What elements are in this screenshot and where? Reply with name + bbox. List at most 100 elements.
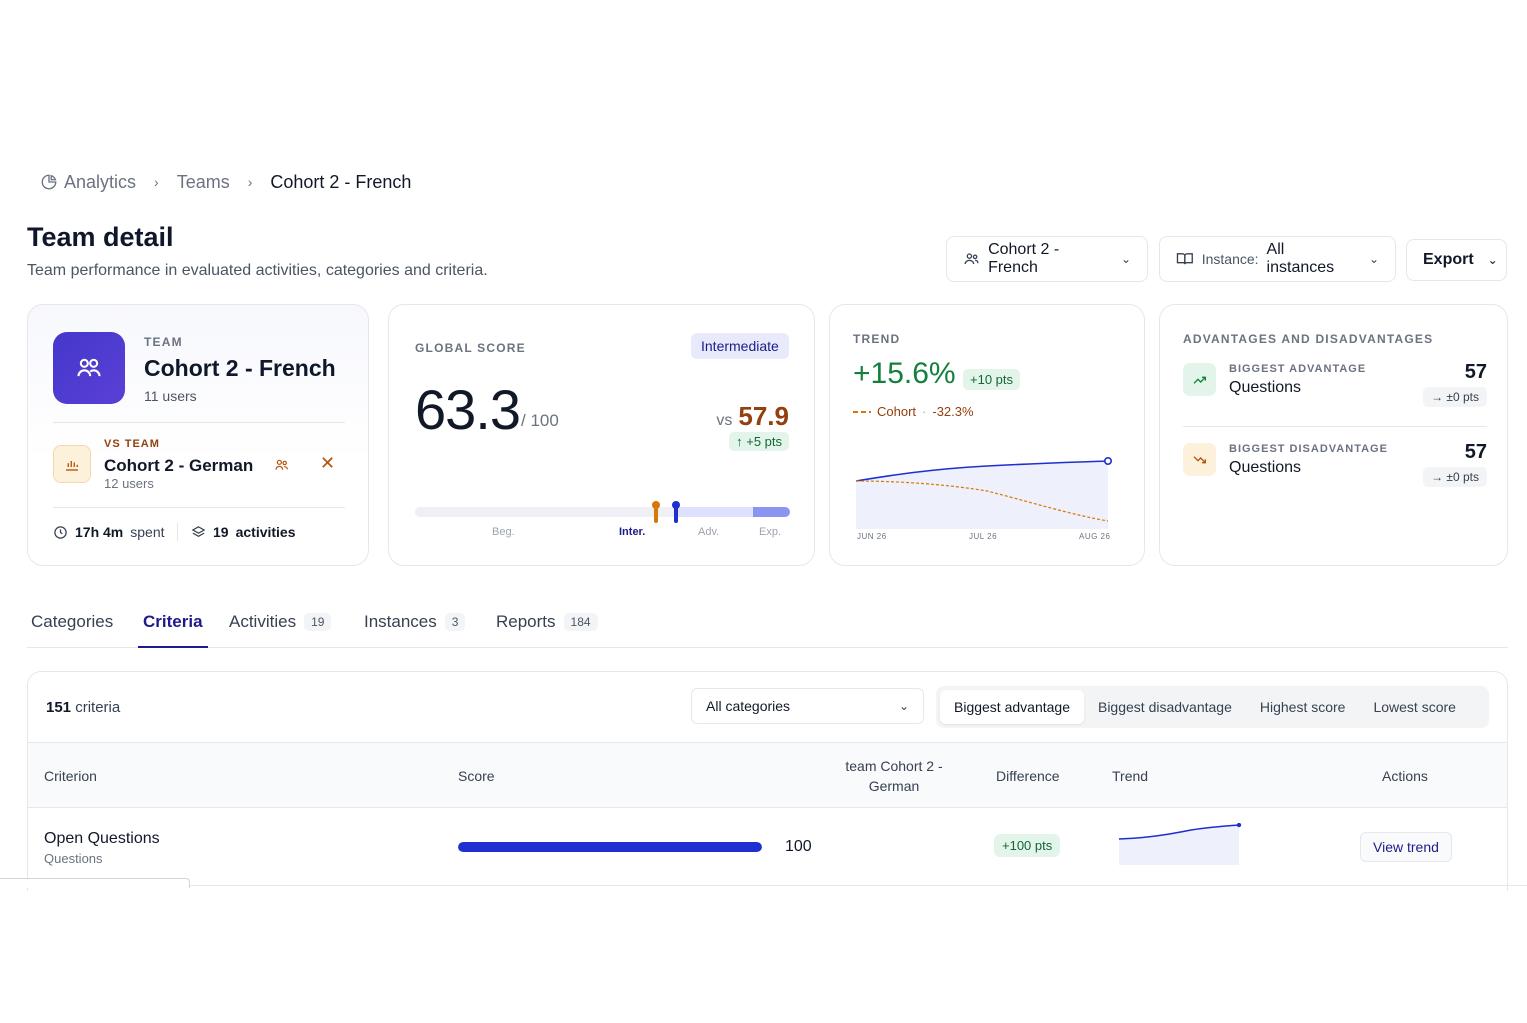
- sort-segmented-control: Biggest advantage Biggest disadvantage H…: [936, 686, 1489, 728]
- tab-label: Categories: [31, 612, 114, 631]
- sort-biggest-disadvantage[interactable]: Biggest disadvantage: [1097, 699, 1232, 715]
- page-subtitle: Team performance in evaluated activities…: [27, 262, 488, 279]
- time-spent-stat: 17h 4m spent: [53, 524, 165, 540]
- category-filter-select[interactable]: All categories ⌄: [691, 688, 924, 724]
- vs-score-value: 57.9: [738, 401, 789, 431]
- team-name: Cohort 2 - French: [144, 355, 336, 381]
- vs-team-name: Cohort 2 - German: [104, 456, 254, 475]
- close-icon[interactable]: ✕: [320, 453, 336, 473]
- team-select-button[interactable]: Cohort 2 - French ⌄: [946, 236, 1148, 282]
- export-button[interactable]: Export ⌄: [1406, 239, 1507, 281]
- sparkline-line: [1118, 824, 1240, 840]
- level-label-expert: Exp.: [759, 526, 782, 538]
- chevron-right-icon: ›: [247, 174, 253, 190]
- trend-end-point: [1104, 457, 1113, 466]
- sort-lowest-score[interactable]: Lowest score: [1373, 699, 1456, 715]
- sort-biggest-advantage[interactable]: Biggest advantage: [940, 690, 1084, 724]
- trend-cohort-change: -32.3%: [932, 404, 974, 419]
- trend-cohort-line: [855, 480, 1109, 522]
- users-icon: [77, 358, 101, 377]
- score-value: 100: [785, 838, 812, 855]
- tab-reports[interactable]: Reports 184: [496, 604, 598, 648]
- column-score[interactable]: Score: [458, 768, 495, 784]
- vs-label: vs: [716, 412, 733, 429]
- score-delta-badge: ↑ +5 pts: [729, 432, 789, 451]
- trend-pts-badge: +10 pts: [963, 369, 1021, 390]
- table-row: Open Questions Questions 100 +100 pts Vi…: [28, 808, 1507, 888]
- level-segment-expert: [753, 507, 790, 517]
- trending-down-icon: [1183, 443, 1216, 476]
- column-criterion[interactable]: Criterion: [44, 768, 97, 784]
- disadvantage-name: Questions: [1229, 459, 1302, 476]
- bar-chart-icon: [53, 445, 91, 483]
- sparkline-end-point: [1236, 823, 1242, 828]
- trend-change: +15.6%: [853, 357, 956, 390]
- row-trend-sparkline: [1118, 823, 1242, 865]
- vs-score: vs 57.9: [716, 401, 789, 432]
- chevron-down-icon: ⌄: [898, 699, 909, 713]
- level-badge: Intermediate: [691, 333, 789, 359]
- tab-label: Criteria: [143, 612, 203, 631]
- view-trend-button[interactable]: View trend: [1360, 832, 1452, 862]
- dashed-line-icon: [853, 410, 871, 413]
- instance-select-button[interactable]: Instance: All instances ⌄: [1159, 236, 1396, 282]
- trend-axis-label: JUL 26: [969, 532, 998, 541]
- global-score-card: GLOBAL SCORE Intermediate 63.3 / 100 vs …: [388, 304, 815, 566]
- time-spent-suffix: spent: [130, 524, 165, 540]
- divider: [1183, 426, 1487, 427]
- instance-label: Instance:: [1201, 251, 1259, 267]
- clock-icon: [54, 525, 67, 539]
- advantage-name: Questions: [1229, 379, 1302, 396]
- floating-panel-edge: [0, 878, 190, 888]
- divider: [53, 507, 345, 508]
- activities-label: activities: [235, 524, 296, 540]
- tab-count: 3: [444, 613, 466, 631]
- level-segment-beginner: [415, 507, 605, 517]
- tab-label: Instances: [364, 612, 437, 631]
- disadvantage-value: 57: [1464, 441, 1487, 463]
- global-score-max: / 100: [521, 411, 559, 430]
- tab-criteria[interactable]: Criteria: [138, 604, 208, 648]
- team-users: 11 users: [144, 388, 197, 404]
- tab-activities[interactable]: Activities 19: [229, 604, 332, 648]
- level-label-intermediate: Inter.: [619, 526, 646, 538]
- column-difference[interactable]: Difference: [996, 768, 1060, 784]
- team-score-marker: [672, 501, 681, 523]
- criterion-category: Questions: [44, 851, 103, 866]
- team-avatar: [53, 332, 125, 404]
- tab-count: 184: [563, 613, 598, 631]
- tab-bar: Categories Criteria Activities 19 Instan…: [27, 604, 1508, 648]
- sparkline-area: [1119, 825, 1239, 865]
- layers-icon: [191, 525, 206, 537]
- sort-highest-score[interactable]: Highest score: [1259, 699, 1346, 715]
- vs-team-label: VS TEAM: [104, 438, 160, 450]
- instance-value: All instances: [1266, 241, 1335, 276]
- trend-chart: [855, 457, 1113, 529]
- team-card: TEAM Cohort 2 - French 11 users VS TEAM …: [27, 304, 369, 566]
- criteria-count-value: 151: [46, 699, 72, 716]
- tab-categories[interactable]: Categories: [31, 604, 113, 648]
- team-label: TEAM: [144, 335, 183, 349]
- level-label-advanced: Adv.: [698, 526, 720, 538]
- breadcrumb-teams[interactable]: Teams: [176, 171, 230, 192]
- breadcrumb-analytics[interactable]: Analytics: [40, 172, 136, 193]
- trend-team-line: [855, 460, 1109, 482]
- score-bar-fill: [458, 842, 762, 852]
- trend-cohort-legend: Cohort · -32.3%: [853, 404, 974, 419]
- biggest-disadvantage: BIGGEST DISADVANTAGE Questions 57 → ±0 p…: [1183, 441, 1487, 501]
- divider: [177, 523, 178, 541]
- divider: [53, 422, 345, 423]
- level-label-beginner: Beg.: [492, 526, 515, 538]
- column-trend: Trend: [1112, 768, 1149, 784]
- trend-axis-label: JUN 26: [857, 532, 887, 541]
- level-segment-intermediate: [605, 507, 677, 517]
- pie-chart-icon: [41, 174, 57, 190]
- team-select-label: Cohort 2 - French: [988, 241, 1060, 276]
- tab-label: Activities: [229, 612, 297, 631]
- column-compare-team[interactable]: team Cohort 2 - German: [845, 758, 943, 794]
- users-icon[interactable]: [274, 457, 290, 478]
- breadcrumb-current: Cohort 2 - French: [270, 171, 412, 192]
- difference-badge: +100 pts: [994, 834, 1061, 857]
- tab-label: Reports: [496, 612, 556, 631]
- tab-instances[interactable]: Instances 3: [364, 604, 466, 648]
